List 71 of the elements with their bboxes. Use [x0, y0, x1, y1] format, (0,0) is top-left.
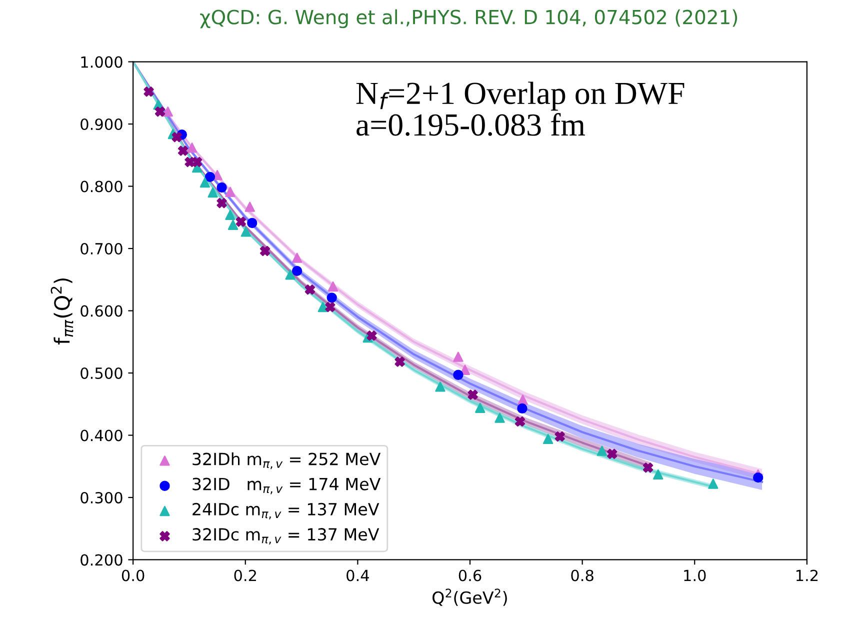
chart-title: χQCD: G. Weng et al.,PHYS. REV. D 104, 074502 (2021) — [200, 9, 738, 28]
y-tick-label: 0.300 — [80, 492, 122, 504]
point — [285, 270, 296, 280]
point — [216, 198, 227, 208]
point — [144, 86, 154, 97]
point — [216, 182, 227, 193]
legend-label: 32IDh m$_{π,v}$ = 252 MeV — [192, 452, 381, 470]
legend-label: 32ID m$_{π,v}$ = 174 MeV — [192, 478, 381, 494]
point — [247, 218, 258, 228]
y-axis-title: f$_{ππ}$(Q$^{2}$) — [50, 278, 74, 345]
point — [435, 382, 446, 392]
point — [244, 202, 255, 212]
point — [494, 412, 505, 423]
point — [596, 446, 608, 456]
point — [394, 356, 405, 367]
point — [514, 416, 526, 427]
y-tick-label: 1.000 — [81, 56, 122, 68]
point — [178, 146, 188, 156]
point — [328, 281, 338, 292]
y-tick-label: 0.700 — [80, 242, 122, 255]
point — [240, 226, 252, 237]
point — [326, 292, 337, 303]
y-tick-label: 0.500 — [80, 367, 122, 380]
y-tick-label: 0.800 — [80, 180, 122, 192]
x-tick-label: 0.4 — [346, 570, 369, 582]
x-tick-label: 0.6 — [458, 570, 482, 582]
point — [453, 352, 464, 362]
point — [752, 472, 764, 483]
point — [653, 469, 664, 480]
point — [186, 142, 198, 153]
legend-label: 32IDc m$_{π,v}$ = 137 MeV — [192, 528, 380, 545]
x-tick-label: 1.0 — [684, 570, 706, 582]
annotation: N$_{f}$=2+1 Overlap on DWF a=0.195-0.083 fm — [356, 82, 684, 136]
point — [225, 210, 236, 220]
legend-label: 24IDc m$_{π,v}$ = 137 MeV — [192, 502, 380, 520]
point — [260, 246, 270, 256]
x-tick-label: 1.2 — [796, 570, 818, 582]
point — [708, 478, 718, 489]
y-tick-label: 0.600 — [80, 305, 122, 317]
x-tick-label: 0.0 — [122, 570, 144, 582]
point — [162, 106, 173, 117]
point — [517, 403, 528, 414]
point — [554, 431, 565, 442]
point — [325, 302, 336, 312]
point — [172, 132, 182, 142]
point — [208, 187, 218, 198]
point — [366, 330, 377, 341]
x-tick-label: 0.2 — [234, 570, 256, 582]
y-tick-label: 0.900 — [80, 118, 122, 130]
point — [304, 284, 316, 295]
point — [542, 434, 554, 444]
point — [236, 216, 246, 227]
point — [228, 220, 238, 230]
point — [200, 177, 210, 188]
point — [606, 448, 618, 459]
x-axis-title: Q$^{2}$(GeV$^{2}$) — [432, 588, 507, 606]
y-tick-label: 0.400 — [80, 430, 122, 442]
point — [468, 390, 478, 400]
point — [318, 302, 328, 312]
point — [154, 106, 166, 117]
point — [225, 186, 236, 197]
point — [192, 156, 202, 168]
point — [475, 402, 486, 413]
point — [292, 252, 302, 263]
point — [292, 266, 302, 276]
point — [204, 172, 216, 182]
x-tick-label: 0.8 — [571, 570, 594, 582]
point — [453, 370, 464, 380]
point — [518, 394, 528, 405]
y-tick-label: 0.200 — [80, 554, 122, 566]
point — [642, 462, 654, 473]
